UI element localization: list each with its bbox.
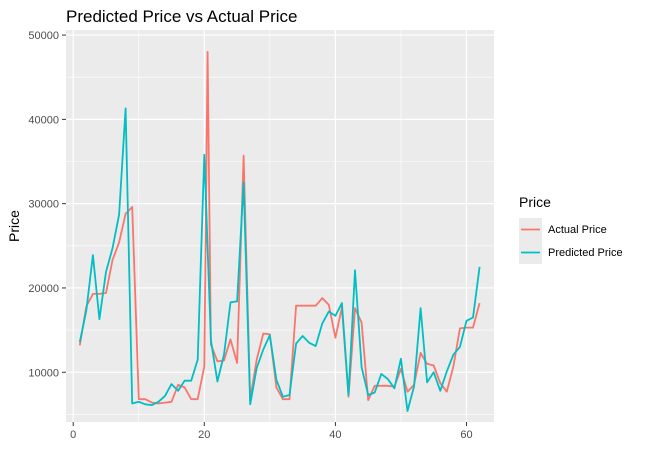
chart-title: Predicted Price vs Actual Price	[66, 7, 297, 26]
series-line-actual-price	[78, 51, 481, 405]
grid-lines	[66, 30, 494, 422]
y-axis-label: Price	[6, 210, 22, 242]
y-tick-label: 50000	[28, 30, 59, 42]
y-tick-label: 40000	[28, 114, 59, 126]
y-tick-label: 10000	[28, 367, 59, 379]
x-tick-label: 60	[460, 429, 472, 441]
x-tick-label: 20	[198, 429, 210, 441]
y-tick-label: 20000	[28, 283, 59, 295]
x-tick-label: 0	[70, 429, 76, 441]
plot-panel	[66, 30, 494, 422]
series-line-predicted-price	[78, 107, 481, 412]
legend-entry-label: Predicted Price	[548, 247, 623, 259]
legend: Price Actual Price Predicted Price	[519, 194, 623, 264]
x-tick-label: 40	[329, 429, 341, 441]
series-lines	[78, 51, 481, 412]
y-tick-label: 30000	[28, 199, 59, 211]
legend-title: Price	[519, 194, 551, 210]
legend-entry-label: Actual Price	[548, 224, 607, 236]
axes: 0 20 40 60 10000 20000 30000 40000 50000	[28, 30, 472, 441]
